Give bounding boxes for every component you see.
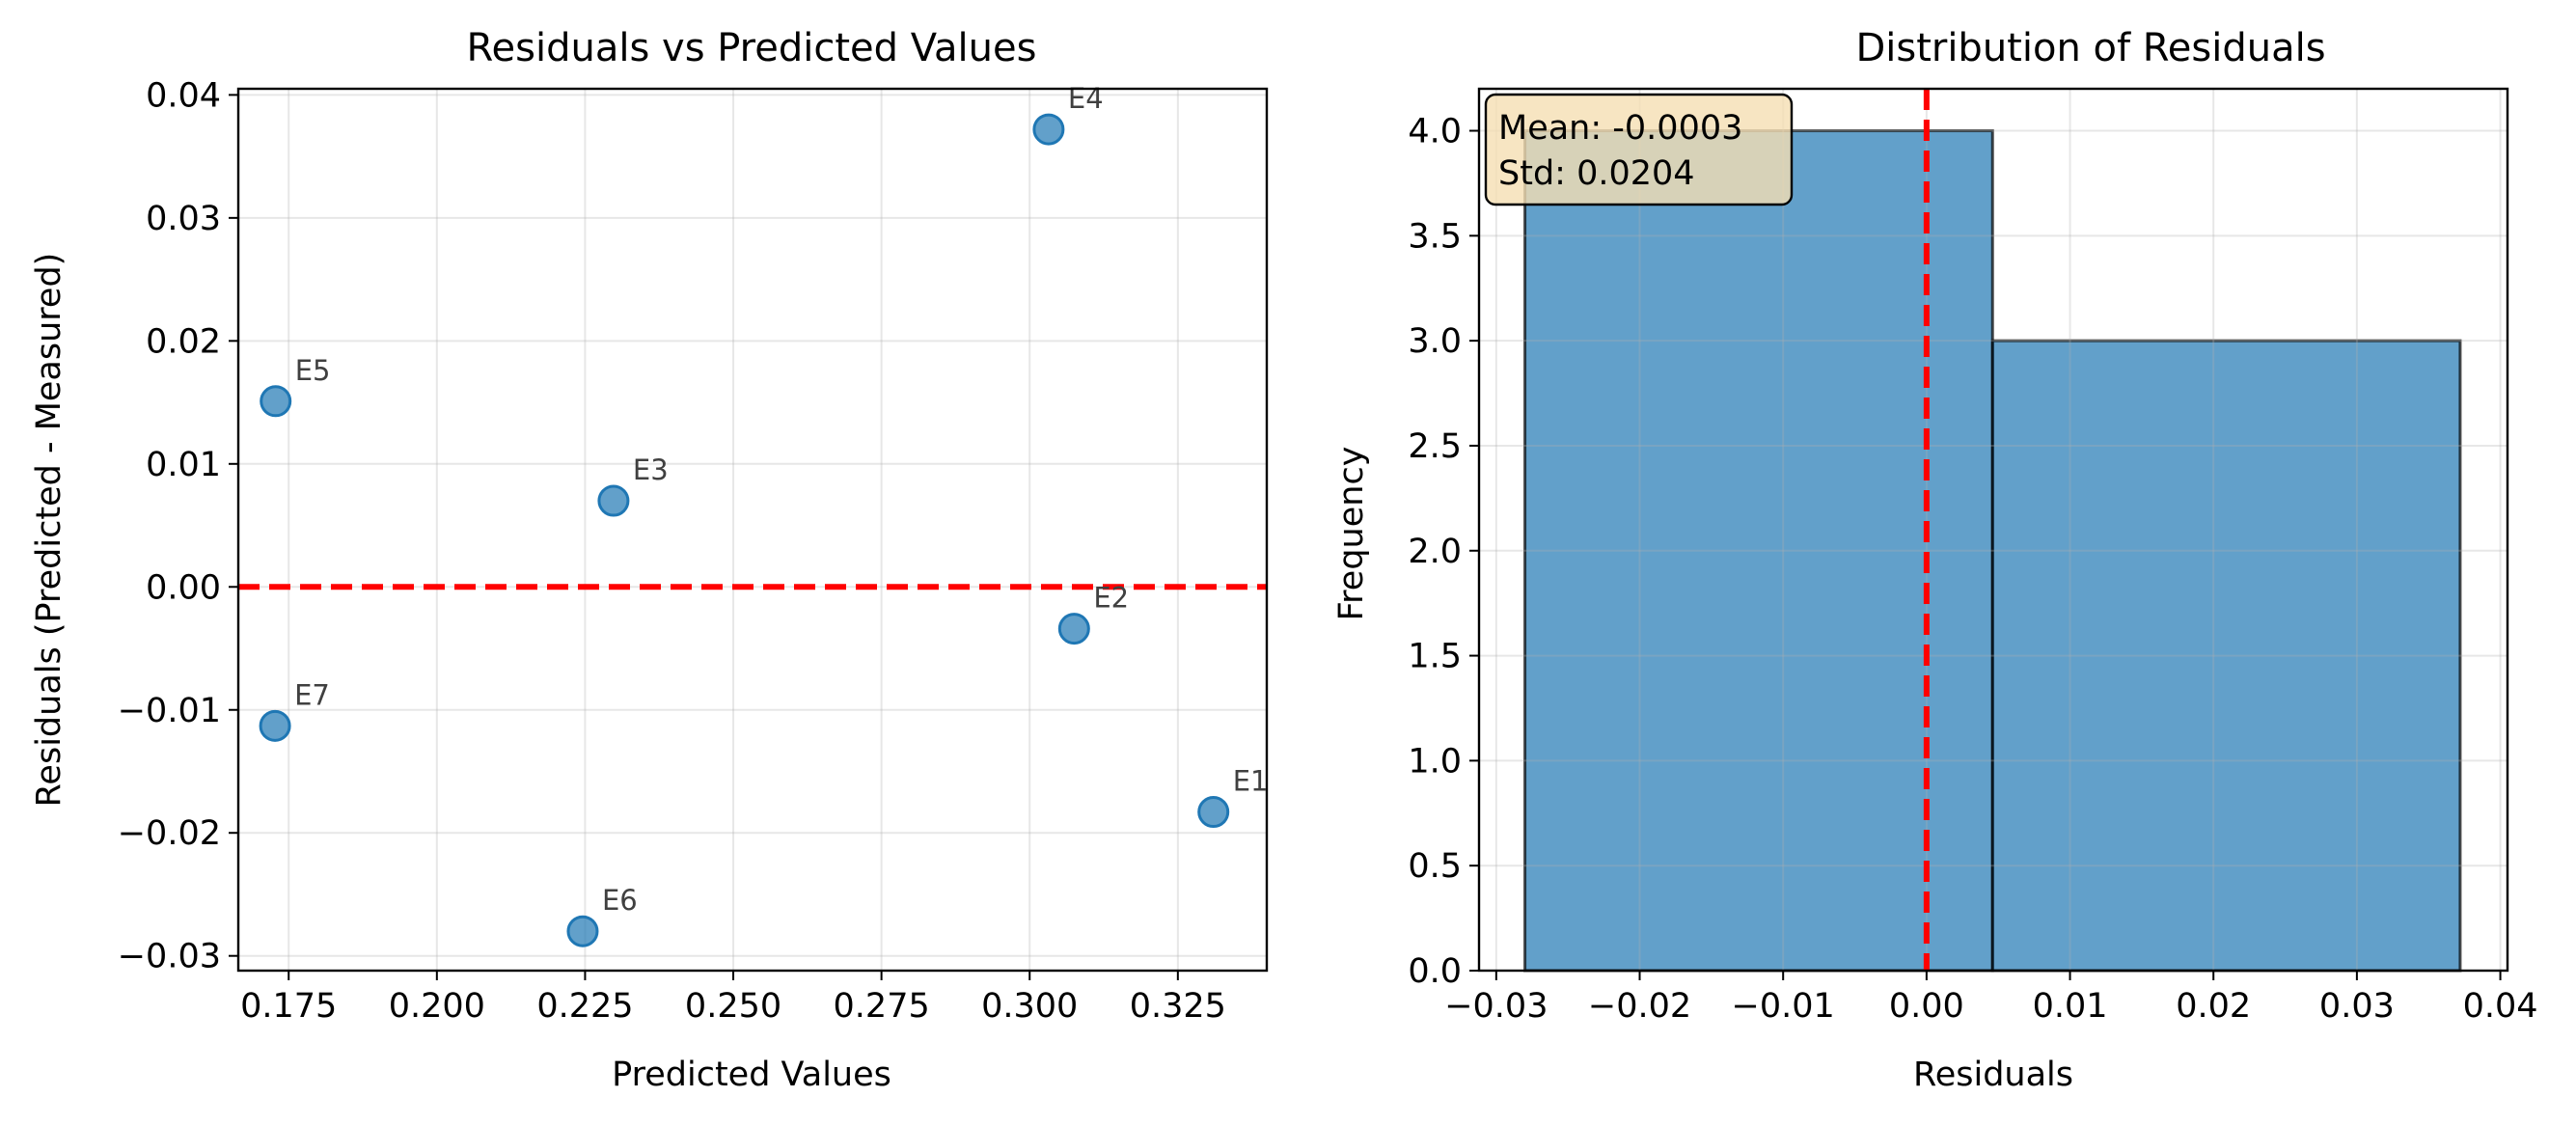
y-tick-label: 1.0	[1408, 742, 1462, 781]
scatter-point	[1032, 113, 1065, 146]
scatter-point	[597, 484, 630, 517]
point-label: E5	[295, 354, 331, 387]
stats-std-text: Std: 0.0204	[1498, 154, 1695, 193]
y-tick-label: 4.0	[1408, 113, 1462, 151]
histogram-grid	[1479, 89, 2507, 972]
y-tick-label: 2.0	[1408, 533, 1462, 571]
histogram-x-ticks: −0.03 −0.02 −0.01 0.00 0.01 0.02 0.03 0.04	[1444, 971, 2538, 1026]
x-tick-label: −0.03	[1444, 987, 1548, 1026]
point-label: E4	[1068, 82, 1104, 115]
y-tick-label: 0.00	[146, 568, 221, 607]
y-tick-label: −0.01	[118, 692, 221, 730]
x-tick-label: 0.325	[1130, 987, 1226, 1026]
histogram-axes-frame	[1477, 87, 2509, 973]
point-label: E3	[633, 453, 669, 486]
histogram-x-axis-label: Residuals	[1913, 1056, 2073, 1094]
histogram-y-ticks: 0.0 0.5 1.0 1.5 2.0 2.5 3.0 3.5 4.0	[1408, 113, 1479, 991]
scatter-y-ticks: −0.03 −0.02 −0.01 0.00 0.01 0.02 0.03 0.04	[118, 76, 238, 976]
scatter-point	[260, 385, 292, 418]
histogram-panel: Distribution of Residuals −0.03 −0.02 −0.0…	[1332, 26, 2538, 1094]
scatter-point	[1197, 796, 1230, 829]
x-tick-label: −0.01	[1732, 987, 1835, 1026]
point-label: E6	[602, 884, 638, 917]
y-tick-label: 0.03	[146, 200, 221, 238]
x-tick-label: 0.250	[685, 987, 781, 1026]
x-tick-label: 0.275	[834, 987, 930, 1026]
scatter-title: Residuals vs Predicted Values	[467, 26, 1037, 70]
scatter-points: E1 E2 E3 E4 E5 E6 E7	[259, 82, 1269, 947]
point-label: E7	[294, 678, 330, 711]
y-tick-label: −0.02	[118, 814, 221, 853]
histogram-y-axis-label: Frequency	[1332, 447, 1371, 621]
stats-annotation-box	[1484, 93, 1794, 206]
scatter-x-axis-label: Predicted Values	[612, 1056, 891, 1094]
x-tick-label: 0.300	[981, 987, 1078, 1026]
y-tick-label: 0.04	[146, 76, 221, 115]
x-tick-label: 0.04	[2463, 987, 2538, 1026]
y-tick-label: 0.02	[146, 322, 221, 361]
y-tick-label: 3.0	[1408, 322, 1462, 361]
scatter-axes-frame	[236, 87, 1269, 973]
x-tick-label: 0.175	[240, 987, 337, 1026]
scatter-y-axis-label: Residuals (Predicted - Measured)	[30, 253, 69, 808]
x-tick-label: −0.02	[1588, 987, 1691, 1026]
x-tick-label: 0.02	[2176, 987, 2251, 1026]
point-label: E1	[1233, 765, 1269, 798]
scatter-point	[259, 709, 291, 742]
y-tick-label: 0.5	[1408, 847, 1462, 886]
y-tick-label: 1.5	[1408, 638, 1462, 676]
histogram-bar	[1990, 339, 2462, 973]
stats-annotation: Mean: -0.0003 Std: 0.0204	[1484, 93, 1794, 206]
histogram-title: Distribution of Residuals	[1855, 26, 2325, 70]
x-tick-label: 0.00	[1889, 987, 1964, 1026]
y-tick-label: −0.03	[118, 938, 221, 976]
y-tick-label: 3.5	[1408, 217, 1462, 256]
x-tick-label: 0.03	[2319, 987, 2395, 1026]
x-tick-label: 0.225	[536, 987, 633, 1026]
scatter-point	[566, 915, 599, 947]
y-tick-label: 0.0	[1408, 952, 1462, 991]
scatter-x-ticks: 0.175 0.200 0.225 0.250 0.275 0.300 0.325	[240, 971, 1226, 1026]
scatter-panel: Residuals vs Predicted Values E1 E2 E3 E4 E5…	[30, 26, 1268, 1094]
scatter-point	[1057, 613, 1090, 645]
point-label: E2	[1093, 582, 1129, 615]
y-tick-label: 0.01	[146, 446, 221, 484]
stats-mean-text: Mean: -0.0003	[1498, 109, 1742, 148]
x-tick-label: 0.01	[2033, 987, 2108, 1026]
x-tick-label: 0.200	[389, 987, 485, 1026]
y-tick-label: 2.5	[1408, 427, 1462, 466]
